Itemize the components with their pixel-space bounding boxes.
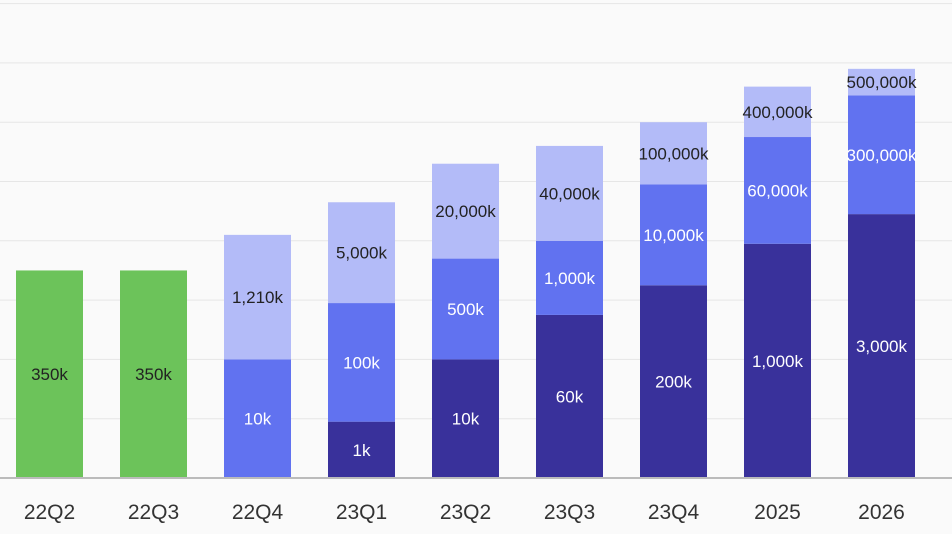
data-label: 1,000k [752, 352, 804, 371]
bar-stack-23Q2: 10k 500k 20,000k [432, 163, 499, 478]
x-axis-tick-labels: 22Q2 22Q3 22Q4 23Q1 23Q2 23Q3 23Q4 2025 2026 [24, 501, 905, 524]
bar-segment-mid [848, 95, 915, 215]
data-label: 200k [655, 373, 692, 392]
data-label: 20,000k [435, 202, 496, 221]
bar-segment-light [536, 145, 603, 241]
x-tick-label: 23Q2 [440, 501, 491, 524]
bars: 350k 350k 10k 1,210k 1k 100k 5,000k 10k 500k 20,0… [16, 68, 917, 479]
data-label: 60k [556, 387, 584, 406]
data-label: 400,000k [743, 103, 813, 122]
x-tick-label: 23Q3 [544, 501, 595, 524]
data-label: 1,000k [544, 269, 596, 288]
data-label: 5,000k [336, 244, 388, 263]
bar-stack-23Q1: 1k 100k 5,000k [328, 202, 395, 478]
data-label: 1,210k [232, 288, 284, 307]
bar-stack-22Q3: 350k [120, 270, 187, 478]
data-label: 10k [452, 410, 480, 429]
data-label: 10,000k [643, 226, 704, 245]
data-label: 100,000k [639, 144, 709, 163]
bar-segment-light [328, 202, 395, 304]
bar-segment-light [224, 234, 291, 360]
data-label: 10k [244, 410, 272, 429]
bar-segment-dark [640, 285, 707, 478]
data-label: 500,000k [847, 73, 917, 92]
bar-segment-light [848, 68, 915, 96]
bar-segment-light [744, 86, 811, 138]
bar-stack-2025: 1,000k 60,000k 400,000k [743, 86, 813, 478]
bar-segment-mid [640, 184, 707, 286]
x-tick-label: 23Q1 [336, 501, 387, 524]
bar-segment-dark [848, 214, 915, 479]
bar-segment-mid [536, 240, 603, 315]
x-tick-label: 23Q4 [648, 501, 700, 524]
data-label: 100k [343, 353, 380, 372]
data-label: 60,000k [747, 181, 808, 200]
bar-segment-green [16, 270, 83, 478]
bar-segment-mid [328, 303, 395, 422]
bar-segment-green [120, 270, 187, 478]
data-label: 350k [135, 365, 172, 384]
x-tick-label: 22Q2 [24, 501, 75, 524]
x-tick-label: 2026 [858, 501, 905, 524]
bar-segment-mid [744, 137, 811, 244]
data-label: 500k [447, 300, 484, 319]
bar-segment-mid [432, 258, 499, 360]
bar-stack-22Q2: 350k [16, 270, 83, 478]
bar-stack-23Q3: 60k 1,000k 40,000k [536, 145, 603, 478]
x-tick-label: 2025 [754, 501, 801, 524]
x-tick-label: 22Q3 [128, 501, 179, 524]
x-tick-label: 22Q4 [232, 501, 284, 524]
bar-segment-dark [744, 243, 811, 478]
bar-segment-dark [536, 314, 603, 478]
bar-segment-mid [224, 359, 291, 478]
data-label: 300,000k [847, 146, 917, 165]
bar-stack-23Q4: 200k 10,000k 100,000k [639, 122, 709, 478]
bar-segment-dark [432, 359, 499, 478]
bar-segment-dark [328, 421, 395, 478]
data-label: 3,000k [856, 337, 908, 356]
bar-stack-2026: 3,000k 300,000k 500,000k [847, 68, 917, 479]
bar-segment-light [432, 163, 499, 259]
data-label: 1k [353, 441, 371, 460]
bar-segment-light [640, 122, 707, 185]
bar-stack-22Q4: 10k 1,210k [224, 234, 291, 478]
data-label: 40,000k [539, 184, 600, 203]
data-label: 350k [31, 365, 68, 384]
